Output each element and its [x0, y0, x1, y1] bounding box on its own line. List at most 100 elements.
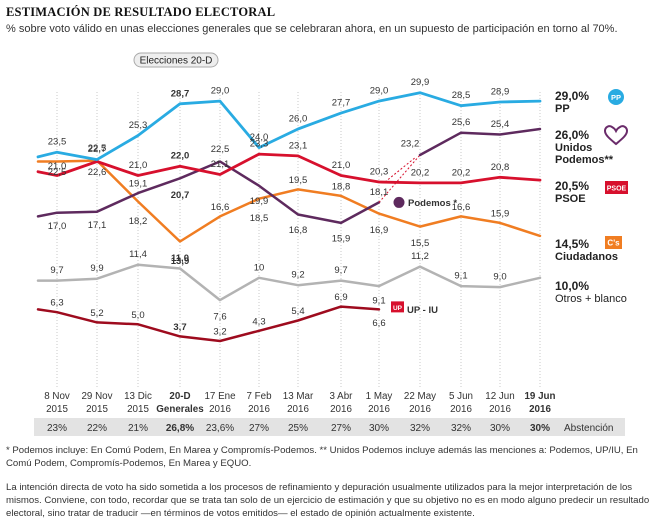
- x-tick-top-12: 19 Jun: [524, 391, 555, 402]
- data-label-unidos-podemos--10: 25,6: [452, 117, 471, 128]
- data-label-podemos--6: 16,8: [289, 225, 308, 236]
- line-unidos-podemos: [418, 127, 542, 157]
- data-label-pp-1: 22,7: [88, 144, 107, 155]
- data-label-pp-5: 24,0: [250, 132, 269, 143]
- final-value-otros-blanco: 10,0%: [555, 279, 589, 293]
- data-label-pp-9: 29,9: [411, 77, 430, 88]
- data-label-up-iu-1: 5,2: [90, 308, 103, 319]
- x-tick-top-1: 29 Nov: [81, 391, 112, 402]
- abstention-value-9: 32%: [410, 423, 430, 434]
- x-tick-bottom-7: 2016: [330, 404, 352, 415]
- data-label-otros-blanco-8: 9,1: [372, 296, 385, 307]
- data-label-up-iu-2: 5,0: [131, 310, 144, 321]
- pp-logo-text: PP: [611, 93, 621, 102]
- data-label-ciudadanos-5: 18,5: [250, 213, 269, 224]
- abstention-band: [34, 418, 625, 436]
- data-label-otros-blanco-6: 9,2: [291, 270, 304, 281]
- data-label-up-iu-8: 6,6: [372, 318, 385, 329]
- data-label-ciudadanos-3: 13,9: [171, 256, 190, 267]
- data-label-psoe-0: 21,0: [48, 161, 67, 172]
- data-label-otros-blanco-11: 9,0: [493, 272, 506, 283]
- data-label-podemos--8: 18,1: [370, 187, 389, 198]
- x-tick-bottom-12: 2016: [529, 404, 551, 415]
- data-label-ciudadanos-7: 18,8: [332, 181, 351, 192]
- data-label-podemos--7: 15,9: [332, 233, 351, 244]
- data-label-unidos-podemos--9: 23,2: [401, 139, 420, 150]
- election-marker-box: [133, 52, 219, 68]
- data-label-up-iu-0: 6,3: [50, 298, 63, 309]
- data-label-otros-blanco-4: 7,6: [213, 312, 226, 323]
- abstention-value-1: 22%: [87, 423, 107, 434]
- final-value-unidos-podemos: 26,0%: [555, 128, 589, 142]
- data-label-otros-blanco-7: 9,7: [334, 265, 347, 276]
- data-label-ciudadanos-10: 16,6: [452, 202, 471, 213]
- data-label-podemos--2: 19,1: [129, 179, 148, 190]
- data-label-psoe-5: 23,3: [250, 139, 269, 150]
- data-label-pp-4: 29,0: [211, 86, 230, 97]
- x-tick-top-7: 3 Abr: [330, 391, 354, 402]
- final-value-ciudadanos: 14,5%: [555, 237, 589, 251]
- abstention-value-0: 23%: [47, 423, 67, 434]
- data-label-pp-7: 27,7: [332, 98, 351, 109]
- psoe-logo-icon: [605, 181, 628, 194]
- data-label-psoe-4: 21,1: [211, 159, 230, 170]
- ciudadanos-logo-text: C's: [607, 239, 620, 248]
- abstention-value-5: 27%: [249, 423, 269, 434]
- podemos-connector-2: [384, 156, 417, 183]
- line-ciudadanos: [36, 159, 542, 243]
- abstention-value-2: 21%: [128, 423, 148, 434]
- x-tick-top-9: 22 May: [404, 391, 436, 402]
- data-label-psoe-6: 23,1: [289, 140, 308, 151]
- pp-logo-icon: [608, 89, 624, 105]
- final-name-unidos-podemos-0: Unidos: [555, 142, 592, 154]
- line-psoe: [36, 152, 542, 185]
- podemos-connector: [378, 154, 421, 203]
- data-label-ciudadanos-0: 22,5: [48, 167, 67, 178]
- line-up-iu: [36, 305, 381, 343]
- data-label-podemos--1: 17,1: [88, 220, 107, 231]
- abstention-value-3: 26,8%: [166, 423, 194, 434]
- chart-title: ESTIMACIÓN DE RESULTADO ELECTORAL: [6, 5, 276, 19]
- data-label-psoe-8: 20,3: [370, 166, 389, 177]
- x-tick-bottom-4: 2016: [209, 404, 231, 415]
- data-label-podemos--0: 17,0: [48, 221, 67, 232]
- data-label-otros-blanco-2: 11,4: [129, 249, 147, 260]
- abstention-value-11: 30%: [490, 423, 510, 434]
- data-label-pp-10: 28,5: [452, 90, 471, 101]
- data-label-ciudadanos-4: 16,6: [211, 202, 230, 213]
- data-label-psoe-3: 22,0: [171, 151, 190, 162]
- x-tick-top-4: 17 Ene: [204, 391, 236, 402]
- abstention-label: Abstención: [564, 423, 613, 434]
- chart-subtitle: % sobre voto válido en unas elecciones g…: [6, 23, 618, 35]
- data-label-up-iu-5: 4,3: [252, 316, 265, 327]
- x-tick-top-2: 13 Dic: [124, 391, 152, 402]
- footnote-methodology: La intención directa de voto ha sido som…: [6, 482, 650, 520]
- x-tick-bottom-2: 2015: [127, 404, 149, 415]
- data-label-ciudadanos-9: 15,5: [411, 238, 430, 249]
- x-tick-top-11: 12 Jun: [485, 391, 514, 402]
- x-tick-bottom-11: 2016: [489, 404, 511, 415]
- final-name-otros-blanco-0: Otros + blanco: [555, 293, 627, 305]
- data-label-otros-blanco-9: 11,2: [411, 251, 429, 262]
- final-name-ciudadanos-0: Ciudadanos: [555, 251, 618, 263]
- final-name-unidos-podemos-1: Podemos**: [555, 154, 614, 166]
- data-label-unidos-podemos--11: 25,4: [491, 119, 510, 130]
- abstention-value-7: 27%: [331, 423, 351, 434]
- x-tick-top-0: 8 Nov: [44, 391, 70, 402]
- data-label-pp-6: 26,0: [289, 113, 308, 124]
- data-label-podemos--4: 22,5: [211, 144, 230, 155]
- ciudadanos-logo-icon: [605, 236, 622, 249]
- abstention-value-12: 30%: [530, 423, 550, 434]
- x-tick-top-6: 13 Mar: [283, 391, 314, 402]
- data-label-up-iu-3: 3,7: [173, 322, 186, 333]
- data-label-psoe-9: 20,2: [411, 167, 430, 178]
- line-otros-blanco: [36, 263, 542, 302]
- data-label-podemos--5: 19,9: [250, 196, 269, 207]
- data-label-psoe-2: 21,0: [129, 160, 148, 171]
- data-label-ciudadanos-1: 22,6: [88, 167, 107, 178]
- abstention-value-4: 23,6%: [206, 423, 234, 434]
- data-label-ciudadanos-6: 19,5: [289, 175, 308, 186]
- data-label-up-iu-6: 5,4: [291, 306, 304, 317]
- x-tick-top-3: 20-D: [169, 391, 190, 402]
- up-iu-inline-label: UP - IU: [407, 305, 438, 316]
